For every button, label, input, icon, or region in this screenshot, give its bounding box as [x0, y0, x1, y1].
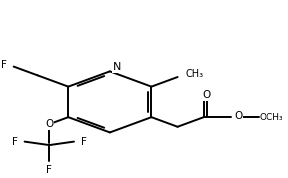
Text: O: O: [202, 90, 211, 100]
Text: F: F: [81, 137, 87, 147]
Text: O: O: [234, 111, 243, 121]
Text: F: F: [12, 137, 18, 147]
Text: O: O: [45, 119, 53, 129]
Text: N: N: [113, 62, 121, 72]
Text: F: F: [1, 60, 7, 70]
Text: F: F: [46, 165, 52, 175]
Text: CH₃: CH₃: [186, 69, 204, 79]
Text: OCH₃: OCH₃: [260, 113, 284, 122]
